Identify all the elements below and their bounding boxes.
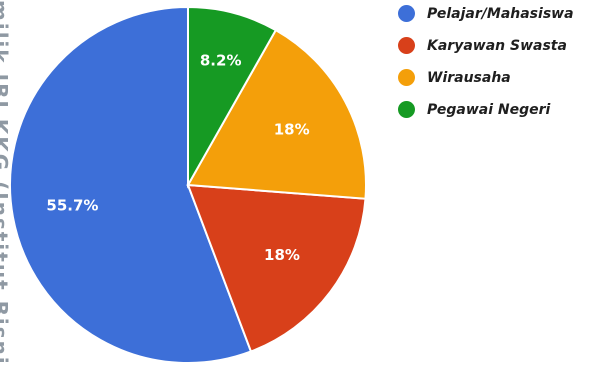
pie-slice-karyawan-swasta — [186, 183, 367, 353]
slice-data-label: 18% — [274, 120, 310, 138]
legend-swatch — [398, 69, 415, 86]
legend-item: Pelajar/Mahasiswa — [398, 2, 574, 25]
pie-slice-pelajar-mahasiswa — [9, 5, 253, 364]
pie-slice-pegawai-negeri — [187, 5, 278, 189]
legend-swatch — [398, 101, 415, 118]
pie-slice-wirausaha — [186, 28, 367, 200]
legend-item: Pegawai Negeri — [398, 98, 574, 121]
legend-label: Pegawai Negeri — [427, 101, 551, 118]
legend-item: Karyawan Swasta — [398, 34, 574, 57]
legend-swatch — [398, 5, 415, 22]
legend-swatch — [398, 37, 415, 54]
chart-legend: Pelajar/Mahasiswa Karyawan Swasta Wirausah… — [398, 2, 574, 130]
pie-slices — [9, 5, 367, 364]
legend-item: Wirausaha — [398, 66, 574, 89]
legend-label: Pelajar/Mahasiswa — [427, 5, 574, 22]
pie-slice-labels: 55.7% 18% 18% 8.2% — [46, 52, 309, 264]
slice-data-label: 8.2% — [200, 52, 242, 70]
slice-data-label: 18% — [264, 246, 300, 264]
legend-label: Karyawan Swasta — [427, 37, 567, 54]
slice-data-label: 55.7% — [46, 197, 98, 215]
legend-label: Wirausaha — [427, 69, 511, 86]
